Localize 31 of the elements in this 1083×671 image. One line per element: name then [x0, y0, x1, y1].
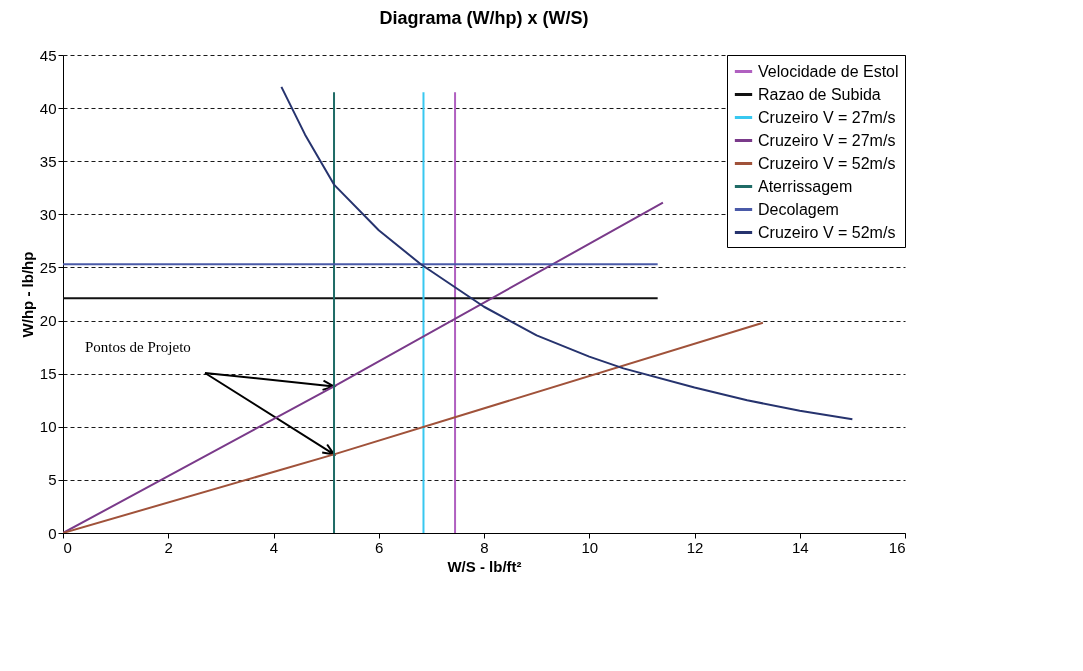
- legend-label: Cruzeiro V = 27m/s: [758, 131, 896, 149]
- x-tick-label: 12: [686, 538, 704, 556]
- y-tick-label: 5: [48, 471, 57, 489]
- y-tick-label: 30: [39, 205, 57, 223]
- y-tick-label: 20: [39, 312, 57, 330]
- y-tick-label: 10: [39, 418, 57, 436]
- x-tick-label: 2: [164, 538, 173, 556]
- legend-label: Velocidade de Estol: [758, 62, 899, 80]
- legend-label: Cruzeiro V = 52m/s: [758, 223, 896, 241]
- x-tick-label: 14: [791, 538, 809, 556]
- legend-label: Razao de Subida: [758, 85, 881, 103]
- x-tick-label: 8: [480, 538, 489, 556]
- x-axis-title: W/S - lb/ft²: [447, 557, 522, 575]
- y-tick-label: 0: [48, 524, 57, 542]
- legend-label: Cruzeiro V = 27m/s: [758, 108, 896, 126]
- annotation: Pontos de Projeto: [85, 339, 191, 355]
- x-tick-label: 4: [269, 538, 279, 556]
- legend-label: Aterrissagem: [758, 177, 853, 195]
- legend-label: Cruzeiro V = 52m/s: [758, 154, 896, 172]
- x-tick-label: 16: [888, 538, 906, 556]
- x-tick-label: 0: [63, 538, 72, 556]
- y-tick-label: 35: [39, 152, 57, 170]
- y-axis-title: W/hp - lb/hp: [18, 251, 36, 338]
- y-tick-label: 15: [39, 365, 57, 383]
- x-tick-label: 6: [375, 538, 384, 556]
- y-tick-label: 40: [39, 99, 57, 117]
- x-tick-label: 10: [581, 538, 599, 556]
- y-tick-label: 45: [39, 46, 57, 64]
- legend-label: Decolagem: [758, 200, 839, 218]
- y-tick-label: 25: [39, 258, 57, 276]
- chart-title: Diagrama (W/hp) x (W/S): [379, 8, 589, 28]
